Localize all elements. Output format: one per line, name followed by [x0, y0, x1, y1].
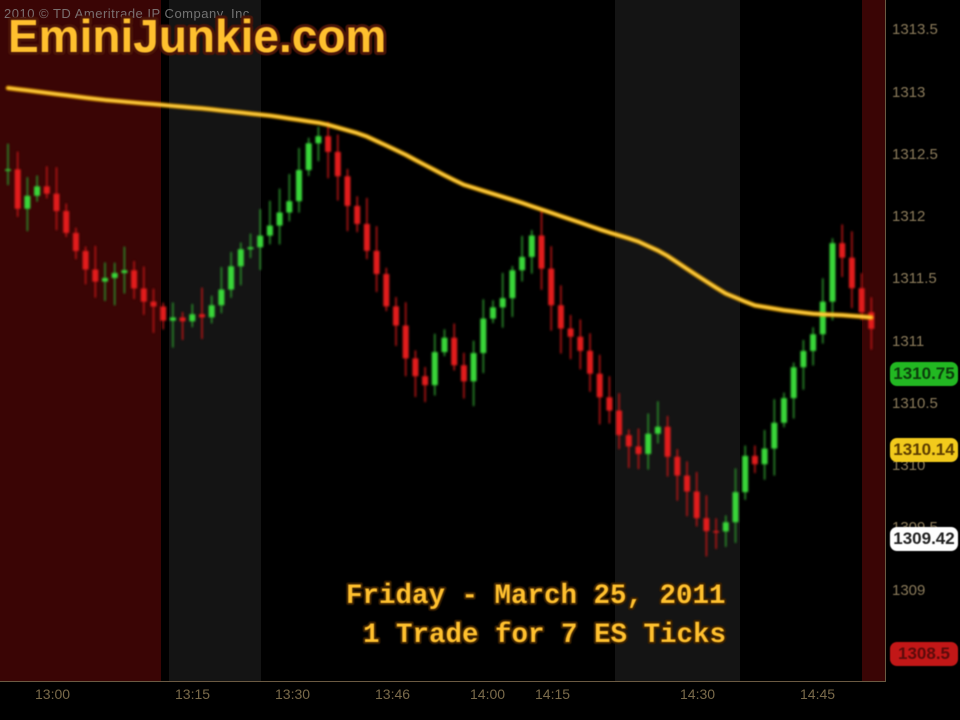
svg-text:1 Trade for 7 ES Ticks: 1 Trade for 7 ES Ticks — [363, 620, 726, 651]
svg-text:EminiJunkie.com: EminiJunkie.com — [8, 10, 386, 62]
svg-text:Friday - March 25, 2011: Friday - March 25, 2011 — [346, 581, 726, 612]
